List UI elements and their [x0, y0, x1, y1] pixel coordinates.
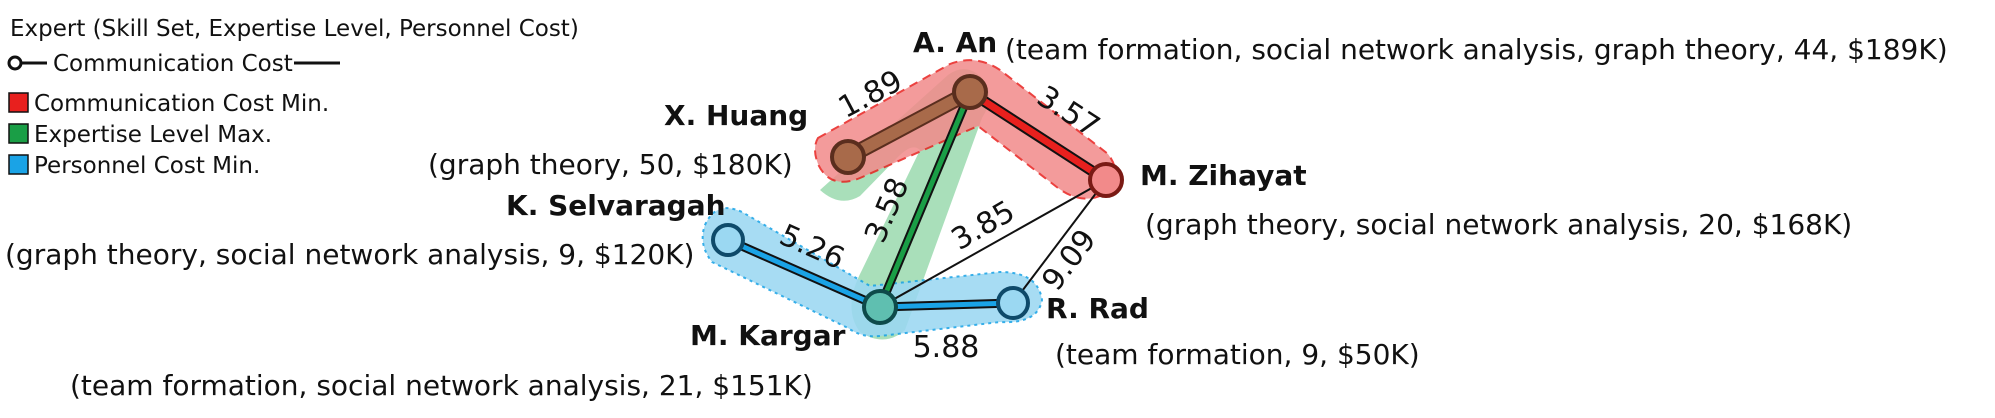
edge-an-zihayat: [968, 89, 1108, 183]
node-labels: A. An (team formation, social network an…: [5, 26, 1948, 402]
legend-comm-label: Communication Cost: [53, 51, 293, 77]
legend-item-expertise-max: Expertise Level Max.: [8, 122, 272, 148]
node-selvaragah: [711, 223, 745, 257]
legend-item-personnel-min: Personnel Cost Min.: [8, 153, 260, 179]
edge-label-kargar-rad: 5.88: [913, 330, 980, 365]
node-kargar: [862, 289, 898, 325]
node-an-attrs: (team formation, social network analysis…: [1005, 33, 1948, 66]
node-kargar-name: M. Kargar: [690, 319, 846, 352]
legend-item-comm-min: Communication Cost Min.: [8, 91, 329, 117]
legend-node-icon: [7, 55, 23, 71]
legend-title: Expert (Skill Set, Expertise Level, Pers…: [10, 16, 579, 42]
node-an-name: A. An: [913, 26, 997, 59]
node-huang: [830, 139, 866, 175]
edge-zihayat-rad: [1012, 179, 1107, 304]
node-zihayat-attrs: (graph theory, social network analysis, …: [1145, 208, 1852, 241]
legend-communication-cost: Communication Cost: [7, 51, 340, 77]
node-huang-attrs: (graph theory, 50, $180K): [428, 148, 793, 181]
edge-zihayat-kargar: [879, 179, 1107, 308]
node-zihayat: [1088, 162, 1124, 198]
node-selvaragah-name: K. Selvaragah: [506, 189, 726, 222]
legend: Expert (Skill Set, Expertise Level, Pers…: [7, 16, 579, 179]
node-kargar-attrs: (team formation, social network analysis…: [70, 369, 813, 402]
red-highlight-region: [814, 59, 1117, 200]
legend-swatch-green: [8, 123, 29, 144]
edge-kargar-rad: [879, 300, 1014, 310]
node-an: [952, 74, 988, 110]
edge-an-kargar: [877, 91, 973, 308]
node-rad: [996, 286, 1030, 320]
node-rad-attrs: (team formation, 9, $50K): [1055, 338, 1420, 371]
node-zihayat-name: M. Zihayat: [1140, 159, 1307, 192]
legend-swatch-red: [8, 92, 29, 113]
node-rad-name: R. Rad: [1046, 292, 1149, 325]
legend-swatch-blue: [8, 154, 29, 175]
legend-label-comm-min: Communication Cost Min.: [34, 91, 329, 117]
legend-label-expertise-max: Expertise Level Max.: [34, 122, 272, 148]
edge-selva-kargar: [726, 237, 882, 310]
graph-nodes: [711, 74, 1124, 325]
node-selvaragah-attrs: (graph theory, social network analysis, …: [5, 238, 694, 271]
legend-label-personnel-min: Personnel Cost Min.: [34, 153, 260, 179]
graph-edges: [726, 84, 1109, 312]
node-huang-name: X. Huang: [664, 99, 808, 132]
edge-huang-an: [845, 86, 973, 163]
